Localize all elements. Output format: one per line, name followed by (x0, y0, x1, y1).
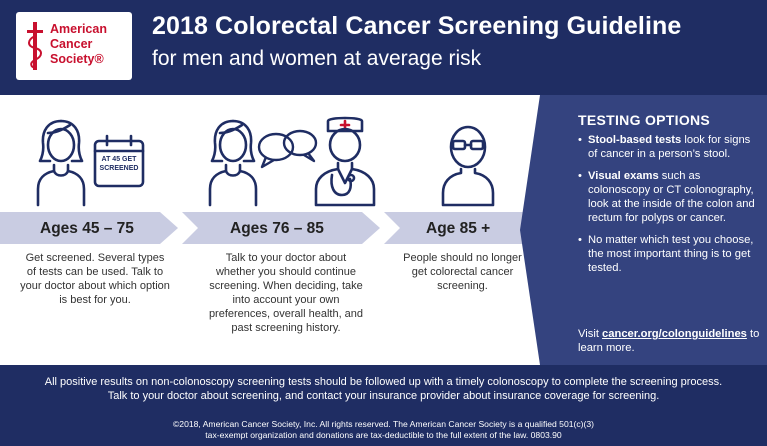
copyright-line-2: tax-exempt organization and donations ar… (205, 430, 562, 440)
testing-options-list: Stool-based tests look for signs of canc… (578, 133, 758, 283)
footer-message: All positive results on non-colonoscopy … (10, 375, 757, 403)
visual-exams-label: Visual exams (588, 170, 659, 182)
logo-line-3: Society® (50, 52, 104, 66)
stool-tests-text: look for signs of cancer in a person’s s… (588, 134, 751, 160)
testing-item-visual: Visual exams such as colonoscopy or CT c… (578, 169, 758, 225)
doctor-icon (314, 116, 376, 207)
older-man-icon (441, 125, 495, 207)
age-arrow-band (0, 212, 560, 244)
age-label-85-plus: Age 85 + (426, 220, 491, 237)
visual-exams-text: such as colonoscopy or CT colonography, … (588, 170, 755, 224)
testing-options-title: TESTING OPTIONS (578, 112, 711, 128)
footer-message-line-2: Talk to your doctor about screening, and… (107, 390, 660, 402)
advice-text: No matter which test you choose, the mos… (588, 234, 754, 274)
copyright-notice: ©2018, American Cancer Society, Inc. All… (10, 419, 757, 441)
calendar-icon (93, 134, 145, 188)
page-subtitle: for men and women at average risk (152, 47, 482, 70)
calendar-label-line-2: SCREENED (99, 165, 139, 172)
stage-3-description: People should no longer get colorectal c… (403, 252, 522, 292)
band-segment-3 (384, 212, 560, 244)
footer (0, 365, 767, 446)
testing-item-advice: No matter which test you choose, the mos… (578, 233, 758, 275)
visit-prefix: Visit (578, 328, 603, 340)
acs-logo[interactable]: American Cancer Society® (16, 12, 132, 80)
stage-2-description: Talk to your doctor about whether you sh… (208, 252, 364, 334)
stage-1-description: Get screened. Several types of tests can… (20, 252, 170, 306)
band-segment-1 (0, 212, 178, 244)
page-title: 2018 Colorectal Cancer Screening Guideli… (152, 12, 682, 40)
stool-tests-label: Stool-based tests (588, 134, 682, 146)
logo-line-2: Cancer (50, 37, 93, 51)
woman-person-icon (36, 119, 86, 207)
calendar-label-line-1: AT 45 GET (101, 156, 137, 163)
woman-patient-icon (208, 119, 258, 207)
logo-wordmark: American Cancer Society® (50, 22, 130, 67)
visit-note: Visit cancer.org/colonguidelines to lear… (578, 327, 760, 355)
logo-line-1: American (50, 22, 107, 36)
sword-logo-icon (27, 22, 43, 70)
visit-suffix: to learn more. (578, 328, 760, 354)
testing-item-stool: Stool-based tests look for signs of canc… (578, 133, 758, 161)
band-segment-2 (182, 212, 380, 244)
age-label-76-85: Ages 76 – 85 (230, 220, 324, 237)
panel-arrow-edge (520, 95, 544, 365)
age-label-45-75: Ages 45 – 75 (40, 220, 134, 237)
calendar-label: AT 45 GET SCREENED (95, 155, 143, 173)
speech-bubbles-icon (257, 129, 318, 169)
footer-message-line-1: All positive results on non-colonoscopy … (44, 376, 723, 388)
guidelines-link[interactable]: cancer.org/colonguidelines (602, 328, 747, 340)
copyright-line-1: ©2018, American Cancer Society, Inc. All… (172, 419, 595, 429)
